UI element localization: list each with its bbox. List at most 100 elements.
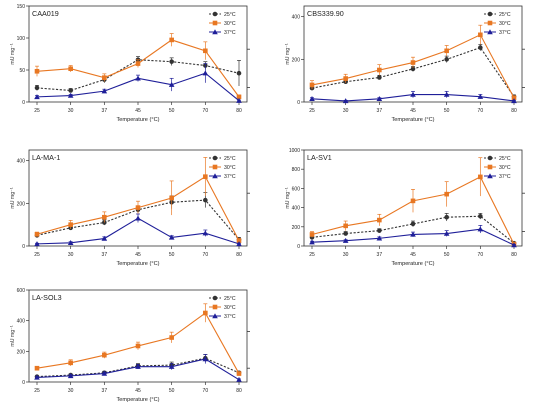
x-tick-label: 45 — [135, 108, 141, 114]
legend-marker — [212, 164, 218, 170]
series-line — [311, 228, 515, 246]
data-point — [102, 214, 107, 220]
legend-marker — [212, 173, 218, 179]
data-point — [135, 343, 141, 349]
legend-marker — [487, 173, 493, 179]
series-3 — [34, 354, 242, 382]
data-point — [102, 352, 107, 358]
data-point — [67, 92, 74, 98]
y-tick-label: 400 — [292, 15, 301, 21]
data-point — [511, 95, 517, 101]
data-point — [236, 371, 242, 376]
data-point — [34, 365, 40, 371]
data-point — [168, 363, 175, 369]
legend: 25°C 30°C 37°C — [209, 11, 236, 36]
x-tick-label: 50 — [169, 108, 175, 114]
data-point — [236, 70, 242, 76]
x-tick-label: 25 — [309, 252, 315, 258]
y-tick-label: 0 — [22, 244, 25, 250]
legend: 25°C 30°C 37°C — [209, 295, 236, 320]
x-tick-label: 80 — [236, 388, 242, 394]
x-axis-label: Temperature (°C) — [117, 261, 160, 267]
x-tick-label: 25 — [34, 252, 40, 258]
chart-panel-1: CAA019 0 50 100 150 25 30 37 45 50 70 80 Temperature… — [10, 4, 250, 123]
data-point — [236, 238, 242, 243]
legend: 25°C 30°C 37°C — [484, 155, 511, 180]
legend-label: 37°C — [499, 174, 511, 180]
series-2 — [34, 303, 242, 376]
x-tick-label: 80 — [236, 252, 242, 258]
legend-marker — [212, 295, 218, 301]
chart-title: LA-SOL3 — [32, 293, 62, 302]
legend-label: 37°C — [499, 30, 511, 36]
data-point — [101, 370, 108, 376]
data-point — [511, 242, 517, 248]
data-point — [34, 68, 40, 74]
x-tick-label: 37 — [102, 108, 108, 114]
chart-panel-2: CBS339.90 0 200 400 25 30 37 45 50 70 80 Temperatur… — [285, 5, 525, 123]
legend-marker — [212, 313, 218, 319]
x-tick-label: 80 — [511, 108, 517, 114]
data-point — [343, 223, 348, 229]
legend-label: 30°C — [224, 305, 236, 311]
data-point — [410, 231, 416, 237]
y-axis-label: mU mg⁻¹ — [10, 43, 16, 64]
legend-label: 25°C — [224, 12, 236, 18]
data-point — [443, 91, 450, 97]
data-point — [34, 85, 40, 91]
data-point — [169, 195, 174, 201]
data-point — [169, 59, 174, 64]
data-point — [444, 214, 449, 220]
data-point — [443, 230, 450, 236]
x-axis-label: Temperature (°C) — [392, 261, 435, 267]
data-point — [202, 70, 209, 76]
legend-label: 25°C — [499, 156, 511, 162]
data-point — [236, 241, 242, 247]
data-point — [342, 237, 349, 243]
data-point — [478, 32, 483, 38]
x-tick-label: 50 — [169, 388, 175, 394]
y-tick-label: 600 — [17, 288, 26, 294]
legend-marker — [487, 20, 493, 26]
data-point — [376, 96, 383, 101]
data-point — [169, 37, 174, 43]
x-tick-label: 37 — [377, 108, 383, 114]
data-point — [68, 66, 73, 72]
x-tick-label: 30 — [68, 108, 74, 114]
data-point — [342, 98, 349, 104]
series-2 — [34, 33, 242, 100]
legend-label: 37°C — [224, 314, 236, 320]
data-point — [34, 241, 40, 247]
x-tick-label: 25 — [34, 108, 40, 114]
x-tick-label: 37 — [102, 388, 108, 394]
x-tick-label: 45 — [135, 252, 141, 258]
data-point — [478, 174, 483, 180]
data-point — [236, 97, 242, 103]
data-point — [67, 373, 74, 379]
data-point — [101, 88, 108, 94]
series-3 — [34, 213, 242, 247]
x-tick-label: 45 — [135, 388, 141, 394]
y-axis-label: mU mg⁻¹ — [10, 187, 16, 208]
data-point — [135, 75, 141, 81]
y-tick-label: 200 — [292, 57, 301, 63]
data-point — [203, 174, 208, 179]
series-1 — [309, 44, 517, 99]
data-point — [203, 197, 208, 203]
data-point — [168, 81, 175, 87]
series-3 — [309, 225, 517, 248]
y-tick-label: 0 — [22, 380, 25, 386]
data-point — [203, 48, 208, 54]
y-tick-label: 200 — [17, 201, 26, 207]
legend-label: 30°C — [499, 21, 511, 27]
data-point — [102, 75, 107, 80]
chart-title: CAA019 — [32, 9, 59, 18]
data-point — [135, 61, 141, 66]
series-2 — [309, 24, 517, 101]
legend-marker — [212, 29, 218, 35]
y-axis-label: mU mg⁻¹ — [285, 43, 291, 64]
x-tick-label: 70 — [203, 108, 209, 114]
y-axis-label: mU mg⁻¹ — [285, 187, 291, 208]
data-point — [203, 310, 208, 316]
